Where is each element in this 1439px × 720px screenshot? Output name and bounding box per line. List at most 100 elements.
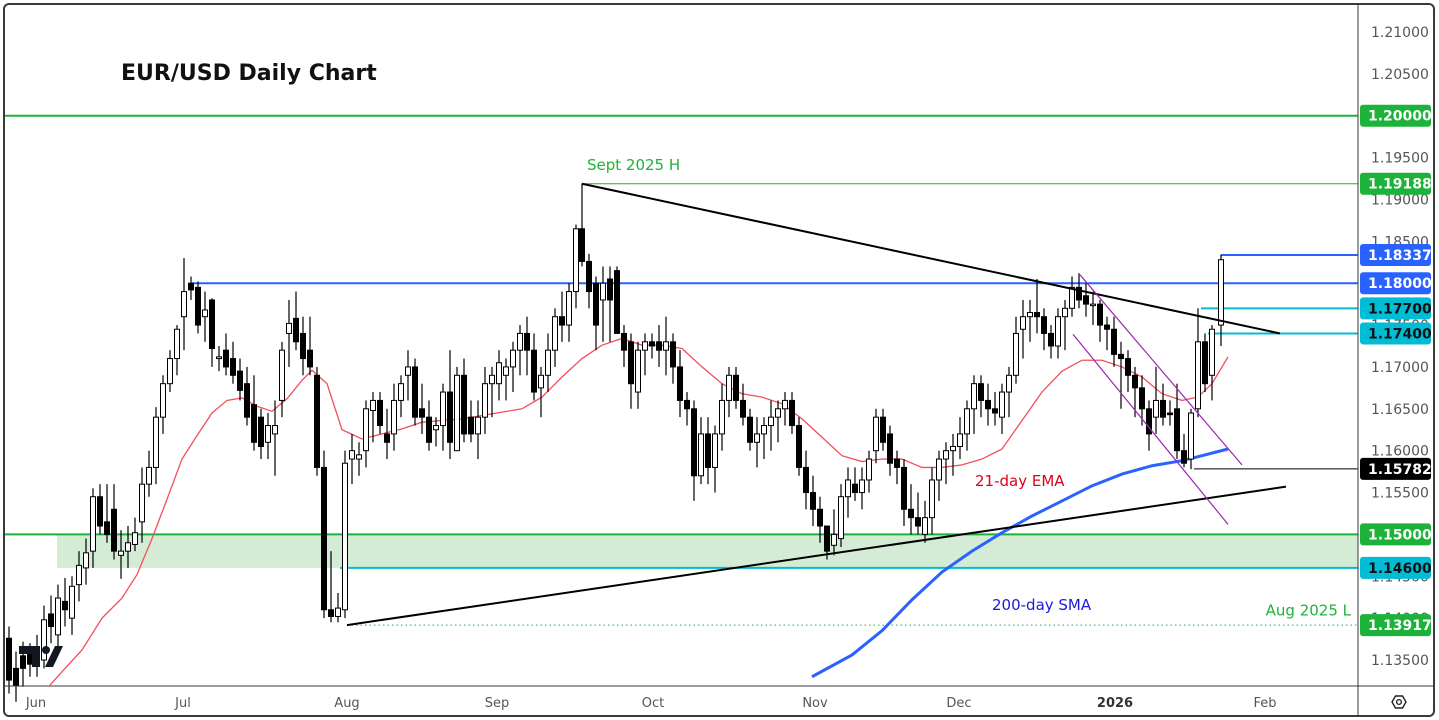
candle[interactable] (146, 450, 152, 497)
candle[interactable] (174, 325, 180, 376)
candle[interactable] (545, 333, 551, 393)
candle[interactable] (426, 400, 432, 451)
candle[interactable] (719, 383, 725, 451)
candle[interactable] (852, 467, 858, 501)
candle[interactable] (524, 316, 530, 376)
candle[interactable] (419, 383, 425, 434)
candle[interactable] (559, 291, 565, 342)
candle[interactable] (244, 366, 250, 426)
candle[interactable] (663, 316, 669, 376)
candle[interactable] (1027, 299, 1033, 342)
candle[interactable] (76, 551, 82, 602)
candle[interactable] (391, 383, 397, 451)
candle[interactable] (964, 400, 970, 451)
candle[interactable] (740, 383, 746, 426)
candle[interactable] (258, 408, 264, 460)
candle[interactable] (754, 417, 760, 468)
candle[interactable] (55, 584, 61, 647)
candle[interactable] (489, 366, 495, 418)
candle[interactable] (1167, 400, 1173, 426)
candle[interactable] (48, 595, 54, 644)
candle[interactable] (579, 183, 585, 267)
candle[interactable] (335, 593, 341, 623)
candle[interactable] (293, 291, 299, 351)
candle[interactable] (1006, 366, 1012, 418)
candle[interactable] (1048, 325, 1054, 359)
candle[interactable] (1104, 316, 1110, 351)
candle[interactable] (356, 442, 362, 476)
candle[interactable] (1069, 276, 1075, 317)
candle[interactable] (1202, 333, 1208, 393)
candle[interactable] (782, 392, 788, 426)
candle[interactable] (656, 325, 662, 367)
candle[interactable] (607, 266, 613, 342)
candle[interactable] (118, 530, 124, 579)
candle[interactable] (985, 383, 991, 426)
candle[interactable] (747, 408, 753, 451)
candle[interactable] (670, 333, 676, 384)
candle[interactable] (90, 488, 96, 568)
candle[interactable] (915, 492, 921, 535)
candle[interactable] (405, 350, 411, 401)
candle[interactable] (307, 316, 313, 376)
candle[interactable] (1041, 308, 1047, 351)
candle[interactable] (398, 375, 404, 418)
candle[interactable] (1062, 299, 1068, 351)
trendline-descending-resistance[interactable] (581, 182, 1281, 335)
candle[interactable] (104, 484, 110, 543)
candle[interactable] (880, 408, 886, 451)
candle[interactable] (188, 276, 194, 300)
candle[interactable] (286, 299, 292, 367)
candle[interactable] (195, 281, 201, 334)
candle[interactable] (803, 450, 809, 510)
candle[interactable] (111, 484, 117, 560)
candle[interactable] (950, 433, 956, 476)
candle[interactable] (342, 450, 348, 619)
chart-canvas[interactable]: Sept 2025 H 21-day EMA 200-day SMA Aug 2025… (5, 5, 1435, 717)
candle[interactable] (1174, 383, 1180, 460)
candle[interactable] (936, 450, 942, 501)
candle[interactable] (370, 392, 376, 443)
candle[interactable] (1034, 279, 1040, 334)
trendline-channel-lower[interactable] (1072, 333, 1229, 525)
candle[interactable] (698, 417, 704, 485)
candle[interactable] (153, 407, 159, 485)
candle[interactable] (831, 509, 837, 556)
candle[interactable] (433, 417, 439, 447)
candle[interactable] (789, 392, 795, 434)
candle[interactable] (1153, 366, 1159, 434)
candle[interactable] (593, 276, 599, 351)
candle[interactable] (384, 408, 390, 460)
candle[interactable] (209, 298, 215, 367)
candle[interactable] (272, 400, 278, 476)
candle[interactable] (1188, 408, 1194, 470)
candle[interactable] (461, 358, 467, 443)
candle[interactable] (642, 333, 648, 376)
candle[interactable] (132, 517, 138, 552)
candle[interactable] (377, 392, 383, 434)
candle[interactable] (1111, 316, 1117, 367)
candle[interactable] (943, 442, 949, 485)
candle[interactable] (83, 538, 89, 585)
candle[interactable] (412, 358, 418, 426)
candle[interactable] (957, 417, 963, 460)
candle[interactable] (314, 366, 320, 476)
candle[interactable] (41, 605, 47, 669)
candle[interactable] (1083, 283, 1089, 317)
candle[interactable] (1125, 350, 1131, 393)
candle[interactable] (978, 375, 984, 418)
candle[interactable] (1218, 254, 1224, 346)
candle[interactable] (6, 626, 12, 694)
candle[interactable] (531, 333, 537, 401)
candle[interactable] (1209, 325, 1215, 401)
candle[interactable] (845, 467, 851, 518)
candle[interactable] (265, 412, 271, 460)
candle[interactable] (237, 358, 243, 401)
candle[interactable] (482, 366, 488, 434)
candle[interactable] (181, 258, 187, 351)
candle[interactable] (300, 316, 306, 376)
candle[interactable] (1118, 341, 1124, 409)
candle[interactable] (810, 475, 816, 527)
candle[interactable] (97, 484, 103, 535)
candle[interactable] (566, 283, 572, 342)
